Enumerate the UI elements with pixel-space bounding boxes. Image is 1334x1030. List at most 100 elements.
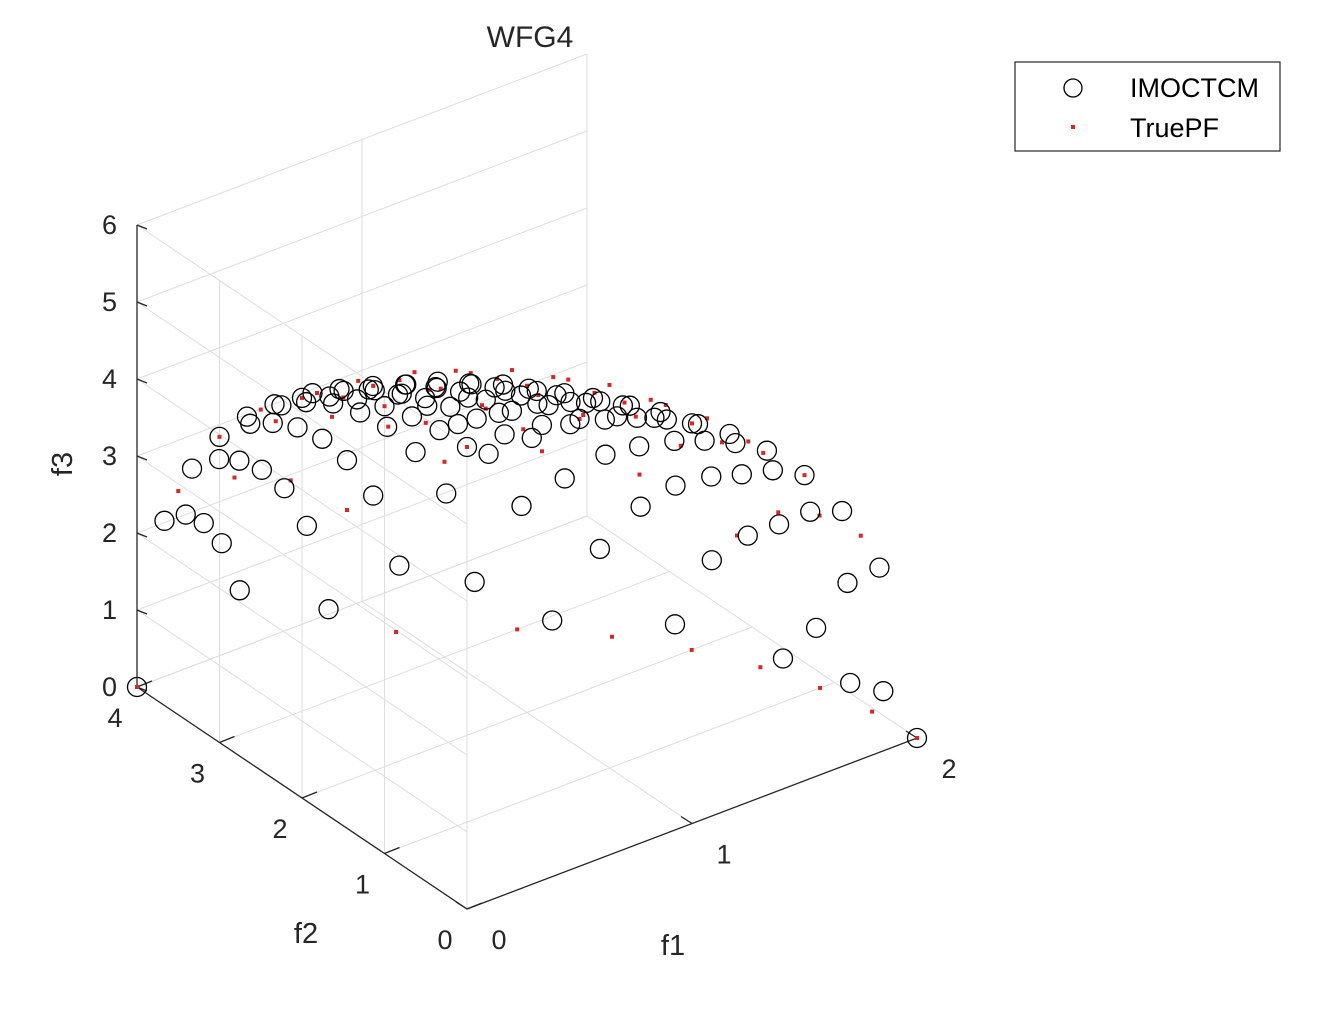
truepf-point [607,382,612,387]
imoctcm-point [126,676,148,698]
imoctcm-point [495,380,516,401]
imoctcm-point [831,500,853,522]
legend: IMOCTCM TruePF [1014,61,1281,152]
imoctcm-point [312,428,333,449]
imoctcm-point [363,485,384,506]
x-tick-mark [455,901,468,910]
truepf-point [232,475,237,480]
x-axis-label: f1 [661,930,685,962]
imoctcm-point [208,448,230,470]
truepf-point [345,508,349,513]
imoctcm-point [401,406,423,427]
truepf-point [423,420,428,425]
imoctcm-point [458,387,479,408]
truepf-point [818,685,823,690]
imoctcm-point [756,440,778,461]
truepf-point [525,383,529,388]
imoctcm-point [181,458,203,479]
grid-line-backwall-z [136,438,588,611]
imoctcm-point [336,450,358,471]
imoctcm-point [322,393,344,414]
imoctcm-point [154,510,175,531]
z-tick-label: 0 [102,672,117,702]
imoctcm-point [358,379,379,400]
imoctcm-point [466,408,487,429]
truepf-point [551,375,556,380]
truepf-point [663,402,668,407]
truepf-point [536,392,541,397]
truepf-point [540,449,544,454]
truepf-point [371,383,376,388]
truepf-point [386,424,391,429]
z-tick-label: 3 [102,441,117,471]
truepf-point [176,489,181,494]
x-tick-label: 1 [716,840,731,870]
grid-line-sidewall-z [136,532,468,756]
imoctcm-point [906,727,928,749]
truepf-point [633,414,638,419]
imoctcm-point [531,414,553,436]
imoctcm-point [606,406,628,427]
imoctcm-point [731,464,752,485]
imoctcm-point [414,387,436,409]
truepf-point [592,390,597,395]
imoctcm-point [426,377,447,399]
x-tick-label: 2 [941,754,956,784]
truepf-point [690,421,694,426]
imoctcm-point [429,419,450,441]
imoctcm-point [456,436,478,458]
y-tick-mark [384,846,400,855]
truepf-point [438,386,443,391]
imoctcm-point [193,512,214,534]
truepf-point [858,533,863,538]
truepf-point [577,416,582,421]
imoctcm-point [501,400,523,421]
legend-label-imoctcm: IMOCTCM [1130,73,1259,103]
z-tick-mark [136,609,148,615]
y-tick-label: 1 [355,870,370,900]
imoctcm-point [405,441,426,463]
imoctcm-point [376,416,398,437]
imoctcm-point [295,392,317,413]
truepf-point [442,459,447,464]
imoctcm-point [440,396,461,417]
imoctcm-point [518,378,539,399]
imoctcm-point [274,478,295,499]
imoctcm-point [794,464,815,486]
truepf-point [382,404,387,409]
imoctcm-point [211,533,232,554]
grid-line-floor-y [384,682,835,854]
truepf-point [622,400,627,405]
imoctcm-point [725,432,746,454]
imoctcm-point [644,407,665,428]
truepf-point [776,510,781,515]
imoctcm-point [478,443,499,465]
imoctcm-point [262,412,283,434]
truepf-point [258,407,263,412]
imoctcm-point [527,393,548,414]
imoctcm-point [619,395,640,416]
truepf-point [870,709,875,714]
x-tick-mark [680,815,693,825]
truepf-point [915,736,919,740]
imoctcm-point [873,681,894,702]
y-tick-label: 0 [437,925,452,955]
imoctcm-point [629,436,650,457]
grid-line-sidewall-z [136,609,468,833]
truepf-point [566,377,571,382]
imoctcm-point [526,380,547,402]
imoctcm-point [494,424,515,445]
z-tick-mark [136,378,148,384]
truepf-point [468,371,473,376]
truepf-point [217,434,222,439]
z-tick-label: 4 [102,364,117,394]
grid-line-sidewall-z [136,301,468,525]
imoctcm-point [840,672,861,694]
truepf-point [678,443,683,448]
z-tick-mark [136,455,148,461]
imoctcm-point [251,459,273,480]
grid-lines [136,53,918,910]
imoctcm-point [762,460,784,481]
truepf-point [735,533,739,538]
